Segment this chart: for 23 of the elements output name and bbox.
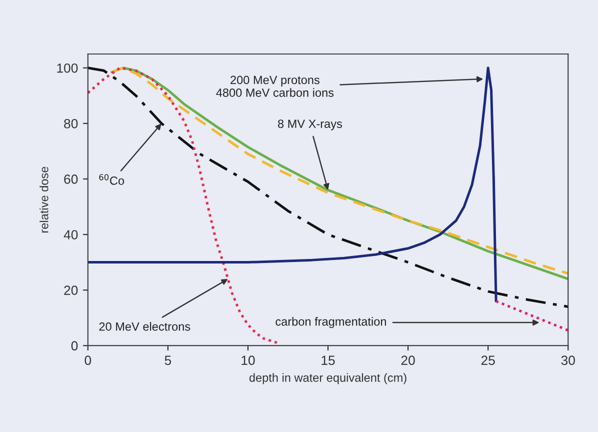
x-tick-label: 5 [164,356,172,366]
y-axis-title: relative dose [40,166,48,232]
x-tick-label: 25 [481,356,495,366]
y-tick-label: 40 [64,230,78,240]
x-tick-label: 10 [242,356,255,366]
line-series [88,66,568,308]
y-tick-label: 80 [64,118,78,128]
line-series [494,300,568,332]
y-tick-label: 0 [71,341,78,351]
annotation: 20 MeV electrons [99,322,190,331]
x-tick-label: 20 [401,356,415,366]
x-tick-label: 0 [84,356,92,366]
annotation: $^{60}$Co [99,174,124,185]
line-series [88,66,498,302]
y-tick-label: 100 [57,63,78,73]
annotation: 200 MeV protons 4800 MeV carbon ions [216,76,334,97]
y-tick-label: 60 [64,174,78,184]
annotation: 8 MV X-rays [278,120,342,130]
x-tick-label: 15 [322,356,335,366]
x-axis-title: depth in water equivalent (cm) [249,373,406,384]
y-tick-label: 20 [64,286,78,295]
annotation: carbon fragmentation [276,317,386,328]
x-tick-label: 30 [561,356,575,366]
